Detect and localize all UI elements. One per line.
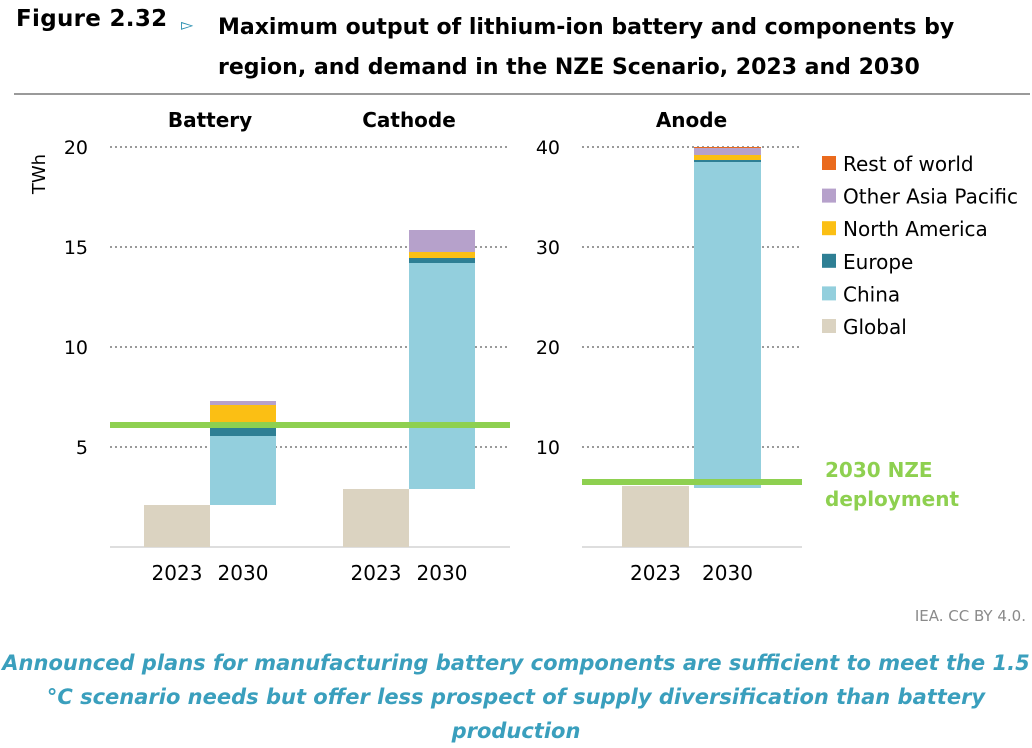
x-tick-cathode-2030: 2030	[417, 561, 468, 585]
legend-label-other-asia-pacific: Other Asia Pacific	[843, 185, 1018, 209]
y-tick-right-10: 10	[536, 437, 560, 459]
legend-label-china: China	[843, 282, 900, 306]
x-tick-battery-2023: 2023	[152, 561, 203, 585]
x-tick-cathode-2023: 2023	[351, 561, 402, 585]
group-label-anode: Anode	[656, 108, 727, 132]
legend-label-europe: Europe	[843, 250, 913, 274]
bar-cathode-2030-china	[409, 263, 475, 489]
bar-battery-2030-north-america	[210, 405, 276, 427]
bar-cathode-2030-other-asia-pacific	[409, 230, 475, 252]
y-tick-right-20: 20	[536, 337, 560, 359]
legend-swatch-rest-of-world	[822, 156, 836, 170]
group-label-cathode: Cathode	[362, 108, 456, 132]
bar-anode-2030-rest-of-world	[694, 147, 761, 148]
bar-battery-2023-global	[144, 505, 210, 547]
bar-anode-2030-china	[694, 162, 761, 488]
y-tick-left-5: 5	[76, 437, 88, 459]
y-tick-left-20: 20	[64, 137, 88, 159]
legend-label-global: Global	[843, 315, 907, 339]
bar-anode-2030-north-america	[694, 155, 761, 160]
y-tick-right-30: 30	[536, 237, 560, 259]
figure-caption: Announced plans for manufacturing batter…	[2, 651, 1030, 743]
figure-arrow-icon: ▻	[181, 15, 194, 34]
bar-cathode-2023-global	[343, 489, 409, 547]
y-tick-left-10: 10	[64, 337, 88, 359]
bar-anode-2030-europe	[694, 160, 761, 162]
bar-anode-2030-other-asia-pacific	[694, 148, 761, 155]
bar-cathode-2030-north-america	[409, 252, 475, 258]
legend-label-rest-of-world: Rest of world	[843, 152, 974, 176]
legend-swatch-europe	[822, 253, 836, 268]
header-divider	[14, 93, 1030, 95]
legend-swatch-north-america	[822, 221, 836, 236]
y-tick-right-40: 40	[536, 137, 560, 159]
bar-battery-2030-other-asia-pacific	[210, 401, 276, 405]
legend-label-north-america: North America	[843, 217, 988, 241]
bar-cathode-2030-europe	[409, 258, 475, 263]
y-axis-label: TWh	[29, 154, 50, 195]
y-tick-left-15: 15	[64, 237, 88, 259]
legend-swatch-global	[822, 319, 836, 333]
nze-annotation-line1: 2030 NZE	[825, 458, 933, 482]
bar-battery-2030-china	[210, 433, 276, 505]
x-tick-anode-2030: 2030	[702, 561, 753, 585]
legend-swatch-china	[822, 286, 836, 301]
x-tick-anode-2023: 2023	[630, 561, 681, 585]
bar-anode-2023-global	[622, 486, 689, 547]
figure-title: Maximum output of lithium-ion battery an…	[218, 15, 955, 80]
legend-swatch-other-asia-pacific	[822, 188, 836, 203]
x-tick-battery-2030: 2030	[218, 561, 269, 585]
bar-battery-2030-europe-lower	[210, 430, 276, 436]
group-label-battery: Battery	[168, 108, 252, 132]
nze-annotation-line2: deployment	[825, 487, 959, 511]
source-note: IEA. CC BY 4.0.	[914, 607, 1026, 625]
figure-label: Figure 2.32	[16, 6, 168, 32]
